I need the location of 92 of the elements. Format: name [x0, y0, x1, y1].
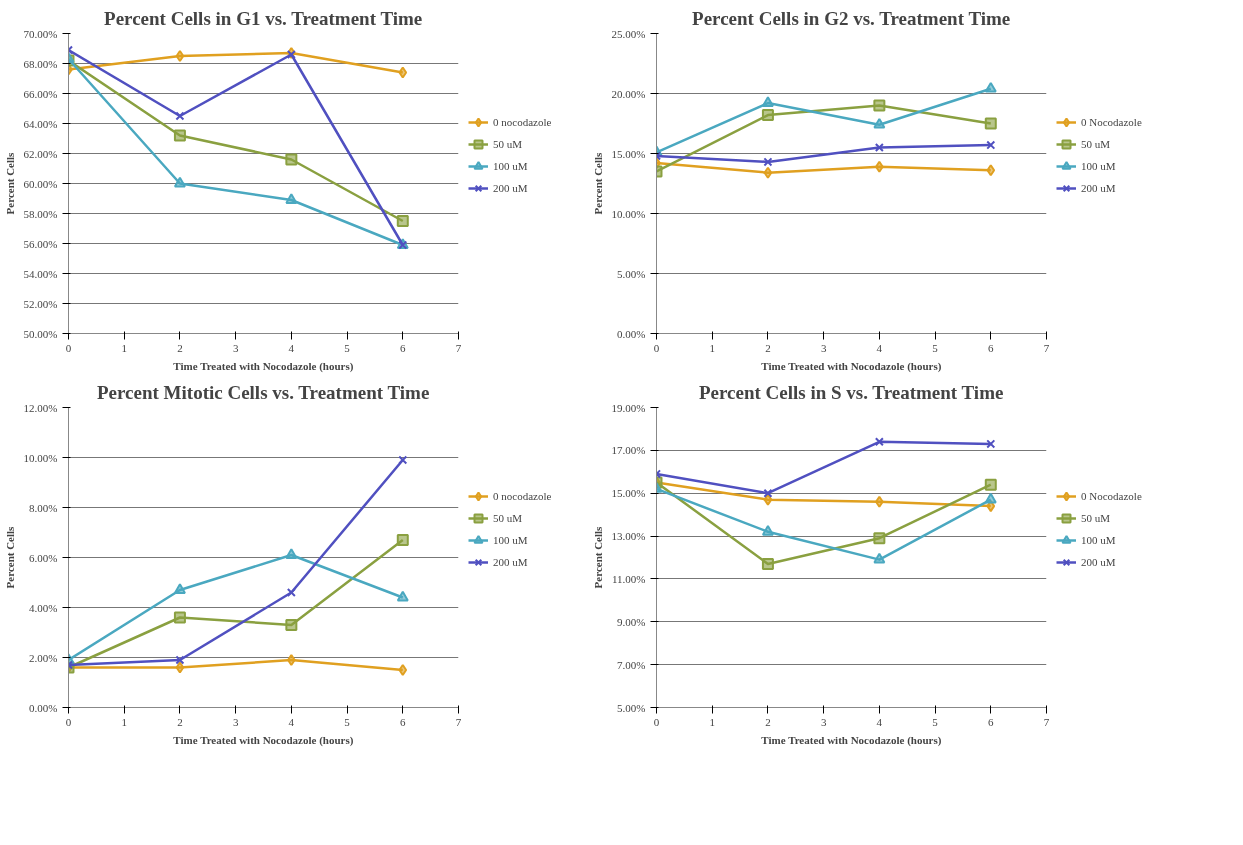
legend-label: 50 uM — [493, 511, 523, 524]
x-axis-title: Time Treated with Nocodazole (hours) — [173, 733, 354, 747]
x-tick-label: 3 — [820, 715, 827, 728]
chart-title: Percent Cells in G1 vs. Treatment Time — [104, 7, 423, 29]
legend-label: 100 uM — [1081, 159, 1116, 172]
legend-label: 0 nocodazole — [493, 489, 552, 502]
y-tick-label: 4.00% — [29, 601, 58, 614]
y-axis-title: Percent Cells — [3, 525, 16, 589]
y-tick-label: 19.00% — [611, 401, 646, 414]
x-tick-label: 3 — [232, 715, 239, 728]
y-tick-label: 5.00% — [617, 701, 646, 714]
legend-label: 100 uM — [1081, 533, 1116, 546]
x-tick-label: 6 — [988, 341, 995, 354]
y-tick-label: 0.00% — [29, 701, 58, 714]
x-tick-label: 1 — [121, 715, 127, 728]
x-tick-label: 0 — [653, 715, 660, 728]
y-tick-label: 0.00% — [617, 327, 646, 340]
x-tick-label: 5 — [932, 715, 939, 728]
x-tick-label: 6 — [988, 715, 995, 728]
legend-label: 0 nocodazole — [493, 115, 552, 128]
legend-label: 200 uM — [493, 555, 528, 568]
legend-label: 200 uM — [1081, 181, 1116, 194]
y-tick-label: 20.00% — [611, 87, 646, 100]
x-tick-label: 0 — [65, 715, 72, 728]
y-tick-label: 10.00% — [23, 451, 58, 464]
legend-label: 50 uM — [1081, 137, 1111, 150]
x-tick-label: 5 — [344, 341, 351, 354]
y-tick-label: 17.00% — [611, 444, 646, 457]
x-tick-label: 0 — [65, 341, 72, 354]
x-tick-label: 5 — [932, 341, 939, 354]
x-tick-label: 2 — [765, 341, 771, 354]
y-tick-label: 10.00% — [611, 207, 646, 220]
x-tick-label: 6 — [400, 715, 407, 728]
y-tick-label: 25.00% — [611, 27, 646, 40]
y-tick-label: 2.00% — [29, 651, 58, 664]
x-tick-label: 0 — [653, 341, 660, 354]
legend-label: 100 uM — [493, 159, 528, 172]
x-tick-label: 2 — [177, 341, 183, 354]
y-tick-label: 6.00% — [29, 551, 58, 564]
x-tick-label: 7 — [1043, 715, 1050, 728]
chart-title: Percent Cells in G2 vs. Treatment Time — [692, 7, 1011, 29]
legend-label: 200 uM — [1081, 555, 1116, 568]
x-tick-label: 7 — [1043, 341, 1050, 354]
x-tick-label: 4 — [876, 341, 883, 354]
y-tick-label: 9.00% — [617, 615, 646, 628]
y-tick-label: 58.00% — [23, 207, 58, 220]
y-tick-label: 56.00% — [23, 237, 58, 250]
y-tick-label: 15.00% — [611, 147, 646, 160]
x-axis-title: Time Treated with Nocodazole (hours) — [173, 359, 354, 373]
legend-label: 200 uM — [493, 181, 528, 194]
legend-label: 100 uM — [493, 533, 528, 546]
y-axis-title: Percent Cells — [3, 151, 16, 215]
y-tick-label: 7.00% — [617, 658, 646, 671]
y-tick-label: 70.00% — [23, 27, 58, 40]
y-axis-title: Percent Cells — [591, 525, 604, 589]
y-tick-label: 52.00% — [23, 297, 58, 310]
chart-title: Percent Mitotic Cells vs. Treatment Time — [96, 381, 430, 403]
y-tick-label: 13.00% — [611, 530, 646, 543]
y-tick-label: 12.00% — [23, 401, 58, 414]
x-tick-label: 7 — [455, 341, 462, 354]
x-tick-label: 5 — [344, 715, 351, 728]
x-tick-label: 2 — [765, 715, 771, 728]
y-tick-label: 54.00% — [23, 267, 58, 280]
x-tick-label: 4 — [876, 715, 883, 728]
y-tick-label: 62.00% — [23, 147, 58, 160]
x-tick-label: 3 — [820, 341, 827, 354]
y-tick-label: 50.00% — [23, 327, 58, 340]
y-tick-label: 64.00% — [23, 117, 58, 130]
x-tick-label: 2 — [177, 715, 183, 728]
y-tick-label: 5.00% — [617, 267, 646, 280]
y-tick-label: 68.00% — [23, 57, 58, 70]
y-tick-label: 15.00% — [611, 487, 646, 500]
x-tick-label: 1 — [121, 341, 127, 354]
legend-label: 0 Nocodazole — [1081, 115, 1142, 128]
y-tick-label: 60.00% — [23, 177, 58, 190]
x-tick-label: 3 — [232, 341, 239, 354]
x-axis-title: Time Treated with Nocodazole (hours) — [761, 733, 942, 747]
x-tick-label: 6 — [400, 341, 407, 354]
chart-title: Percent Cells in S vs. Treatment Time — [698, 381, 1004, 403]
y-tick-label: 11.00% — [612, 572, 646, 585]
legend-label: 50 uM — [493, 137, 523, 150]
legend-label: 0 Nocodazole — [1081, 489, 1142, 502]
y-axis-title: Percent Cells — [591, 151, 604, 215]
x-tick-label: 1 — [709, 715, 715, 728]
x-tick-label: 1 — [709, 341, 715, 354]
legend-label: 50 uM — [1081, 511, 1111, 524]
x-tick-label: 4 — [288, 715, 295, 728]
y-tick-label: 8.00% — [29, 501, 58, 514]
x-tick-label: 4 — [288, 341, 295, 354]
x-axis-title: Time Treated with Nocodazole (hours) — [761, 359, 942, 373]
x-tick-label: 7 — [455, 715, 462, 728]
y-tick-label: 66.00% — [23, 87, 58, 100]
